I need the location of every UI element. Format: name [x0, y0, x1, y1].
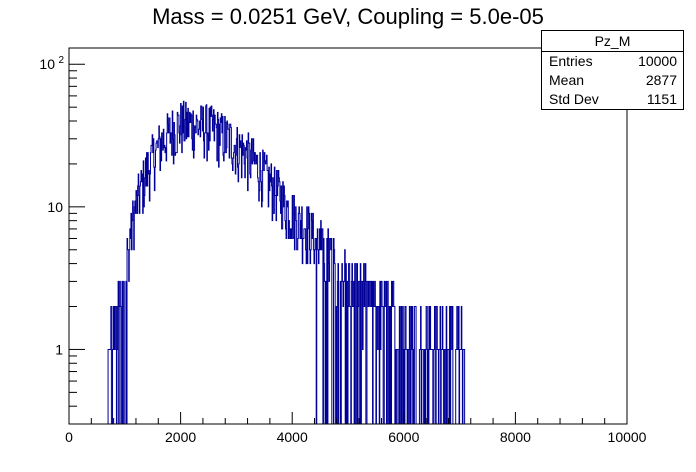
x-tick-label: 6000 — [388, 429, 419, 445]
stats-label: Std Dev — [549, 91, 599, 107]
stats-value: 1151 — [646, 91, 677, 107]
plot-frame — [68, 47, 628, 425]
y-tick-label: 10 — [39, 56, 55, 72]
y-tick-exponent: 2 — [58, 55, 64, 66]
chart-title: Mass = 0.0251 GeV, Coupling = 5.0e-05 — [152, 4, 544, 29]
x-tick-label: 4000 — [277, 429, 308, 445]
stats-label: Mean — [549, 72, 585, 88]
x-tick-label: 2000 — [165, 429, 196, 445]
x-tick-label: 8000 — [500, 429, 531, 445]
stats-box: Pz_M Entries 10000 Mean 2877 Std Dev 115… — [541, 30, 684, 110]
x-tick-label: 10000 — [608, 429, 647, 445]
stats-row-mean: Mean 2877 — [542, 71, 683, 90]
stats-value: 10000 — [638, 53, 677, 69]
x-tick-label: 0 — [65, 429, 73, 445]
stats-row-std-dev: Std Dev 1151 — [542, 90, 683, 109]
y-tick-label: 1 — [55, 341, 63, 357]
stats-label: Entries — [549, 53, 593, 69]
stats-value: 2877 — [645, 72, 677, 88]
y-tick-label: 10 — [47, 199, 63, 215]
stats-box-title: Pz_M — [542, 31, 683, 52]
stats-row-entries: Entries 10000 — [542, 52, 683, 71]
histogram-line — [107, 100, 466, 425]
